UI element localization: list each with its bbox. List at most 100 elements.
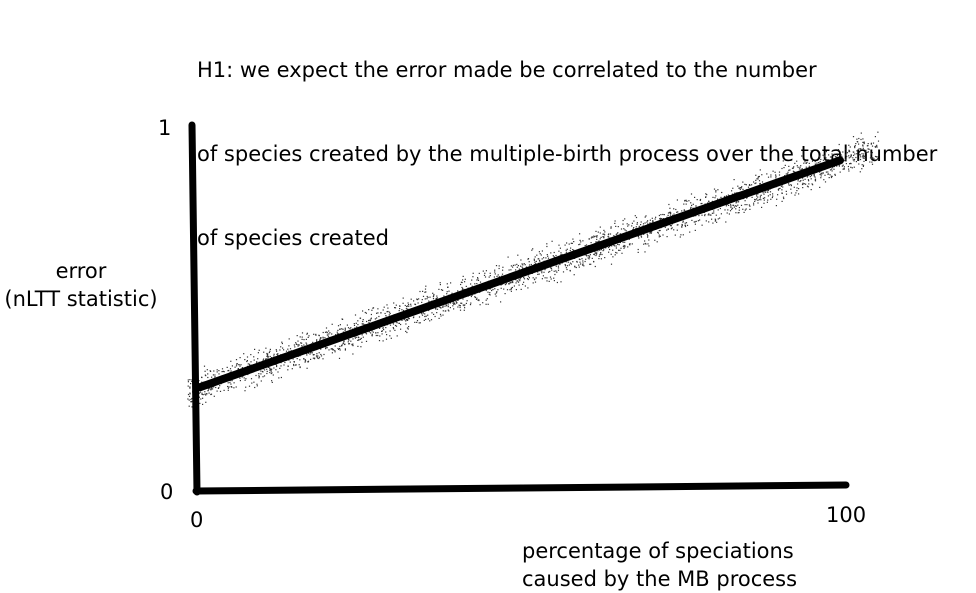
scatter-point — [591, 236, 593, 238]
scatter-point — [596, 252, 598, 254]
scatter-point — [538, 251, 540, 253]
scatter-point — [807, 186, 809, 188]
scatter-point — [816, 162, 818, 164]
scatter-point — [541, 272, 543, 274]
scatter-point — [318, 357, 320, 360]
scatter-point — [370, 332, 372, 334]
scatter-point — [848, 149, 850, 151]
scatter-point — [670, 212, 672, 215]
scatter-point — [596, 238, 598, 240]
scatter-point — [642, 223, 645, 225]
scatter-point — [622, 241, 624, 243]
scatter-point — [262, 359, 264, 361]
scatter-point — [338, 348, 340, 350]
scatter-point — [593, 261, 595, 263]
scatter-point — [354, 336, 356, 338]
scatter-point — [870, 158, 872, 160]
scatter-point — [477, 299, 479, 301]
scatter-point — [798, 193, 800, 195]
scatter-point — [227, 382, 229, 384]
scatter-point — [552, 255, 554, 257]
scatter-point — [644, 242, 646, 245]
scatter-point — [831, 168, 833, 170]
scatter-point — [269, 355, 271, 358]
scatter-point — [616, 233, 618, 235]
scatter-point — [562, 271, 565, 273]
scatter-point — [436, 308, 439, 310]
scatter-point — [475, 298, 478, 300]
scatter-point — [808, 165, 810, 167]
scatter-point — [835, 156, 838, 158]
scatter-point — [705, 196, 707, 198]
scatter-point — [223, 371, 225, 373]
scatter-point — [849, 150, 851, 153]
scatter-point — [543, 271, 545, 273]
scatter-point — [515, 289, 517, 291]
scatter-point — [388, 311, 391, 313]
x-axis-label-line: caused by the MB process — [522, 567, 798, 591]
scatter-point — [312, 357, 314, 359]
scatter-point — [357, 320, 359, 322]
scatter-point — [396, 322, 398, 324]
scatter-point — [258, 349, 260, 351]
scatter-point — [565, 249, 567, 251]
scatter-point — [831, 175, 833, 177]
scatter-point — [423, 319, 425, 321]
scatter-point — [497, 274, 499, 276]
scatter-point — [394, 307, 397, 309]
scatter-point — [758, 199, 760, 201]
scatter-point — [462, 287, 464, 290]
scatter-point — [393, 328, 395, 330]
scatter-point — [398, 322, 400, 324]
scatter-point — [623, 244, 625, 247]
scatter-point — [344, 327, 346, 329]
scatter-point — [230, 360, 232, 362]
scatter-point — [507, 256, 509, 258]
scatter-point — [452, 302, 454, 304]
scatter-point — [532, 248, 534, 250]
scatter-point — [246, 360, 248, 363]
scatter-point — [609, 246, 611, 248]
scatter-point — [464, 304, 466, 306]
scatter-point — [493, 276, 495, 278]
scatter-point — [759, 197, 761, 199]
scatter-point — [319, 337, 322, 339]
scatter-point — [459, 306, 461, 309]
scatter-point — [777, 189, 780, 191]
scatter-point — [855, 156, 857, 159]
scatter-point — [814, 161, 816, 163]
scatter-point — [733, 179, 735, 181]
scatter-point — [278, 377, 280, 379]
scatter-point — [691, 219, 693, 221]
scatter-point — [270, 372, 272, 375]
scatter-point — [643, 233, 645, 235]
scatter-point — [301, 338, 303, 340]
scatter-point — [439, 313, 442, 315]
scatter-point — [418, 322, 420, 324]
scatter-point — [862, 145, 864, 147]
scatter-point — [510, 288, 512, 290]
scatter-point — [779, 187, 781, 189]
scatter-point — [637, 235, 639, 238]
scatter-point — [394, 307, 396, 309]
scatter-point — [198, 396, 200, 398]
scatter-point — [395, 304, 397, 306]
scatter-point — [843, 166, 845, 168]
scatter-point — [547, 255, 549, 257]
scatter-point — [587, 255, 589, 257]
scatter-point — [495, 265, 498, 267]
scatter-point — [279, 367, 281, 369]
scatter-point — [442, 314, 444, 316]
scatter-point — [216, 390, 218, 392]
scatter-point — [489, 294, 491, 296]
scatter-point — [287, 365, 289, 367]
scatter-point — [452, 301, 454, 303]
scatter-point — [210, 393, 213, 395]
scatter-point — [371, 333, 373, 335]
scatter-point — [863, 160, 865, 162]
scatter-point — [275, 349, 277, 351]
scatter-point — [494, 269, 496, 271]
scatter-point — [218, 387, 220, 389]
scatter-point — [432, 298, 435, 300]
scatter-point — [322, 337, 324, 339]
